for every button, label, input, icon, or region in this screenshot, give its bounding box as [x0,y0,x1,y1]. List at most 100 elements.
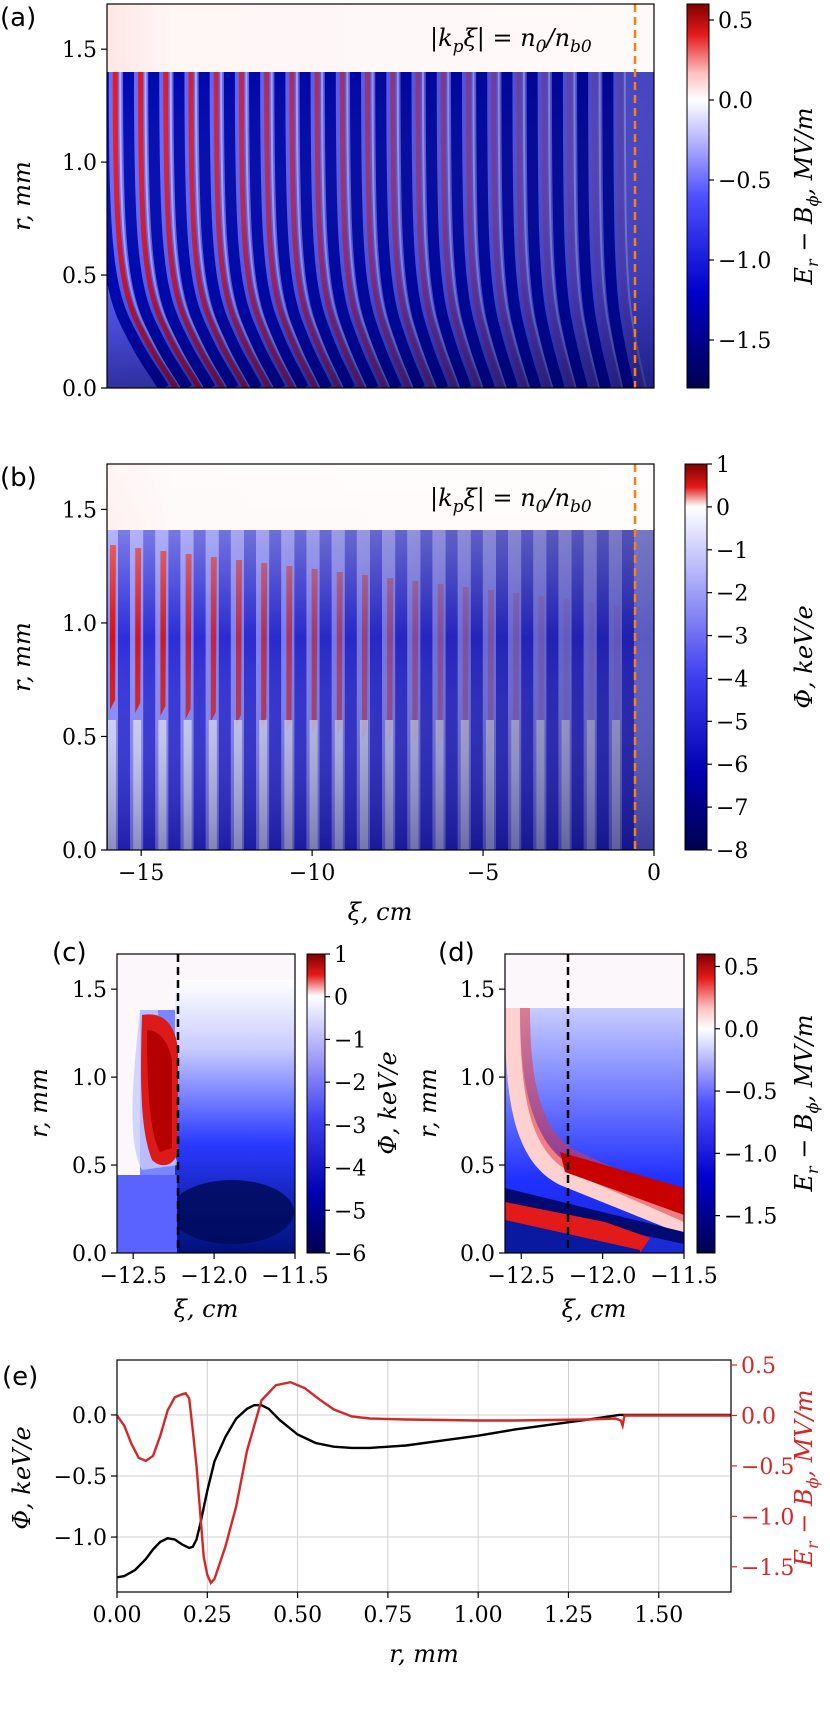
x-tick-label: −12.0 [180,1264,247,1289]
colorbar-tick-label: 0 [716,496,730,521]
panel-e-xlabel: r, mm [389,1640,459,1668]
panel-c-colorbar-ticks: 1 0 −1 −2 −3 −4 −5 −6 [325,943,366,1267]
panel-b-x-axis: −15 −10 −5 0 [118,850,661,886]
panel-d-x-axis: −12.5 −12.0 −11.5 [488,1253,718,1289]
panel-b-colorbar [684,463,708,851]
panel-a-colorbar-ticks: 0.5 0.0 −0.5 −1.0 −1.5 [709,9,771,354]
colorbar-tick-label: −6 [334,1242,366,1267]
panel-d-frame [504,953,685,1254]
series-phi-line [117,1404,731,1579]
x-tick-label: 0 [647,861,661,886]
colorbar-tick-label: −1.0 [718,249,771,274]
panel-d-bottom-band [505,1220,640,1253]
panel-e-label: (e) [2,1362,38,1392]
panel-c-colorbar [306,953,326,1254]
y-tick-label: 1.5 [460,978,495,1003]
colorbar-tick-label: −4 [716,667,748,692]
panel-b-ylabel: r, mm [8,622,36,692]
y-tick-label: 0.0 [460,1242,495,1267]
y-tick-label: 1.5 [72,978,107,1003]
y-tick-label: 1.0 [72,1066,107,1091]
colorbar-tick-label: 1 [716,453,730,478]
left-tick-label: 0.0 [72,1404,107,1429]
colorbar-tick-label: −7 [716,796,748,821]
colorbar-tick-label: −1 [716,539,748,564]
panel-d-colorbar-label: Er − Bϕ, MV/m [790,1014,822,1192]
y-tick-label: 1.5 [62,38,97,63]
colorbar-tick-label: 0.0 [724,1018,759,1043]
colorbar-tick-label: −5 [334,1199,366,1224]
x-tick-label: 0.50 [273,1603,322,1628]
panel-a-frame [106,3,655,389]
panel-a-right-shade [107,72,654,388]
panel-b-frame [106,463,655,851]
panel-d-colorbar [696,953,716,1254]
x-tick-label: 1.50 [634,1603,683,1628]
panel-c-label: (c) [52,938,87,968]
panel-c-dark-core [170,1180,294,1244]
left-tick-label: −0.5 [54,1465,107,1490]
colorbar-tick-label: −1.5 [718,329,771,354]
panel-e-left-axis: 0.0 −0.5 −1.0 [54,1404,117,1551]
panel-a-colorbar [686,3,710,389]
colorbar-tick-label: −0.5 [724,1080,777,1105]
right-tick-label: −1.0 [741,1505,794,1530]
y-tick-label: 1.0 [62,151,97,176]
panel-d: (d) 0.0 0.5 1.0 1.5 −12.5 −12.0 −11.5 r, mm ξ… [414,938,822,1323]
y-tick-label: 0.0 [72,1242,107,1267]
y-tick-label: 0.5 [72,1154,107,1179]
colorbar-tick-label: 0.5 [718,9,753,34]
panel-c-x-axis: −12.5 −12.0 −11.5 [99,1253,329,1289]
panel-b-right-shade [107,530,654,850]
right-tick-label: 0.5 [741,1354,776,1379]
panel-a-y-axis: 0.0 0.5 1.0 1.5 [62,38,107,402]
y-tick-label: 1.0 [460,1066,495,1091]
panel-c-lower-left [117,1175,177,1253]
left-tick-label: −1.0 [54,1526,107,1551]
panel-a-ylabel: r, mm [8,161,36,231]
panel-d-pale-lobe [505,1008,684,1235]
panel-b-y-axis: 0.0 0.5 1.0 1.5 [62,498,107,864]
x-tick-label: 0.00 [93,1603,142,1628]
panel-c-colorbar-label: Φ, keV/e [374,1051,402,1154]
panel-b-xlabel: ξ, cm [348,898,413,926]
panel-c-ylabel: r, mm [25,1068,53,1138]
x-tick-label: 1.00 [454,1603,503,1628]
panel-e-x-axis: 0.00 0.25 0.50 0.75 1.00 1.25 1.50 [93,1592,683,1628]
panel-e-right-axis: 0.5 0.0 −0.5 −1.0 −1.5 [731,1354,794,1581]
colorbar-tick-label: 0.0 [718,89,753,114]
panel-e-grid [116,1360,731,1592]
panel-c-lobe-core [147,1030,172,1152]
colorbar-tick-label: −8 [716,839,748,864]
panel-a-colorbar-label: Er − Bϕ, MV/m [790,107,822,285]
x-tick-label: 0.25 [183,1603,232,1628]
panel-d-label: (d) [438,938,475,968]
x-tick-label: −12.0 [569,1264,636,1289]
panel-c-xlabel: ξ, cm [174,1295,239,1323]
x-tick-label: −5 [467,861,499,886]
x-tick-label: −15 [118,861,164,886]
colorbar-tick-label: −1.0 [724,1142,777,1167]
panel-c-y-axis: 0.0 0.5 1.0 1.5 [72,978,117,1267]
colorbar-tick-label: −3 [716,625,748,650]
x-tick-label: −11.5 [261,1264,328,1289]
y-tick-label: 1.0 [62,612,97,637]
panel-b-colorbar-label: Φ, keV/e [790,605,818,708]
panel-c: (c) 0.0 0.5 1.0 1.5 −12.5 −12.0 −11.5 r, mm ξ… [25,938,402,1323]
panel-a-label: (a) [0,3,36,33]
panel-e: (e) 0.0−0.5−1.0 0.50.0−0.5−1.0−1.5 0.00 0… [2,1354,822,1668]
panel-d-y-axis: 0.0 0.5 1.0 1.5 [460,978,505,1267]
panel-e-left-label: Φ, keV/e [8,1426,36,1529]
panel-d-upper-ridge [560,1152,684,1215]
colorbar-tick-label: −2 [334,1071,366,1096]
right-tick-label: 0.0 [741,1404,776,1429]
panel-d-colorbar-ticks: 0.5 0.0 −0.5 −1.0 −1.5 [715,955,777,1230]
panel-b: (b) |kpξ| = n0/nb0 0.00.51.01.5 −15 −10 −5… [0,453,818,926]
colorbar-tick-label: −5 [716,710,748,735]
panel-b-colorbar-ticks: 1 0 −1 −2 −3 −4 −5 −6 −7 −8 [707,453,748,864]
colorbar-tick-label: 0 [334,986,348,1011]
colorbar-tick-label: −6 [716,753,748,778]
y-tick-label: 1.5 [62,498,97,523]
colorbar-tick-label: −1 [334,1028,366,1053]
